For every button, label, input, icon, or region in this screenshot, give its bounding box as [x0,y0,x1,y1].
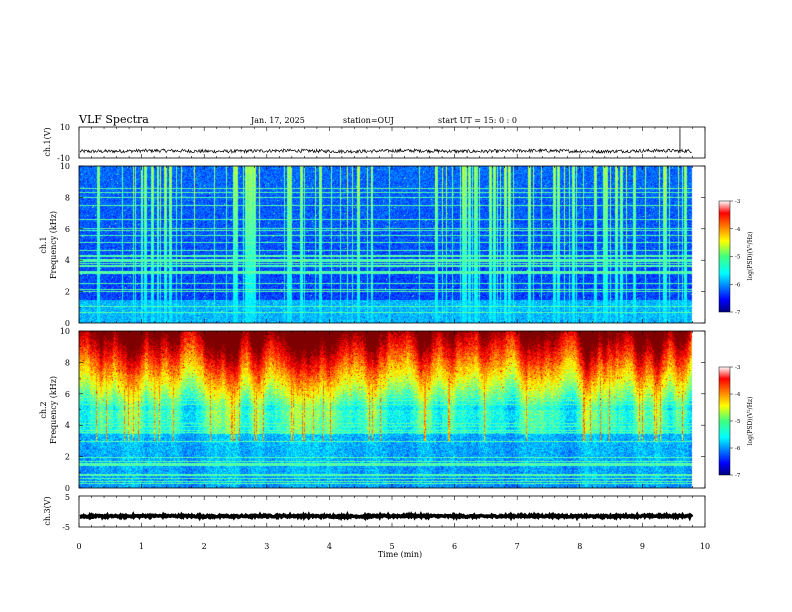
ch1-ytick-top: 10 [60,123,70,132]
ch1-colorbar: -3 -4 -5 -6 -7 log(PSD)(V²/Hz) [718,199,754,316]
time-tick-label: 0 [76,542,81,551]
frequency-tick-label: 0 [65,484,70,493]
time-tick-label: 6 [452,542,457,551]
ch1-spectrogram-xticks [78,166,706,323]
ch1-waveform-xticks [78,127,706,158]
frequency-tick-label: 4 [65,256,70,265]
colorbar-tick-label: -3 [735,199,741,205]
time-tick-label: 7 [515,542,520,551]
time-axis-label: Time (min) [378,550,422,559]
ch3-ytick-bottom: -5 [62,523,70,532]
time-tick-label: 2 [202,542,207,551]
ch2-spectrogram-yticks: 0 2 4 6 8 10 [60,327,705,493]
frequency-tick-label: 2 [65,288,70,297]
colorbar-tick-label: -3 [735,365,741,371]
frequency-tick-label: 0 [65,319,70,328]
ch3-ytick-top: 5 [65,493,70,502]
ch2-colorbar-label: log(PSD)(V²/Hz) [747,397,754,446]
ch2-spectrogram-image [79,331,705,488]
ch2-colorbar-scale [718,366,731,476]
ch1-spectrogram-image [79,166,705,323]
ch1-spectrogram-yticks: 0 2 4 6 8 10 [60,162,705,328]
ch1-waveform-trace [79,129,692,155]
ch1-colorbar-label: log(PSD)(V²/Hz) [747,232,754,281]
ch1-spectrogram-ylabel-channel: ch.1 [39,236,48,253]
colorbar-tick-label: -5 [735,255,741,261]
frequency-tick-label: 2 [65,453,70,462]
ch3-waveform-xticks [78,496,706,527]
colorbar-tick-label: -5 [735,419,741,425]
colorbar-tick-label: -7 [735,310,741,316]
time-tick-label: 8 [577,542,582,551]
ch1-waveform-ylabel: ch.1(V) [43,127,52,156]
frequency-tick-label: 10 [60,162,70,171]
ch2-spectrogram-ylabel-channel: ch.2 [39,401,48,418]
waveform-path [79,510,694,522]
frequency-tick-label: 8 [65,193,70,202]
time-tick-label: 5 [389,542,394,551]
ch2-colorbar: -3 -4 -5 -6 -7 log(PSD)(V²/Hz) [718,365,754,479]
header-station: station=OUJ [343,116,394,125]
ch1-ytick-bottom: -10 [57,154,70,163]
panel-ch2-spectrogram: 0 2 4 6 8 10 ch.2 Frequency (kHz) [39,327,706,493]
colorbar-tick-label: -6 [735,282,741,288]
colorbar-tick-label: -7 [735,473,741,479]
frequency-tick-label: 4 [65,421,70,430]
colorbar-tick-label: -4 [735,392,741,398]
ch1-colorbar-scale [718,200,731,313]
time-tick-label: 9 [640,542,645,551]
ch1-spectrogram-ylabel-frequency: Frequency (kHz) [49,211,58,279]
colorbar-tick-label: -6 [735,446,741,452]
time-tick-label: 10 [700,542,710,551]
time-tick-label: 4 [327,542,332,551]
ch3-waveform-trace [79,510,694,522]
time-axis-tick-labels: 0 1 2 3 4 5 6 7 8 9 10 [76,542,710,551]
frequency-tick-label: 6 [65,225,70,234]
time-tick-label: 1 [139,542,144,551]
panel-ch3-waveform: 5 -5 ch.3(V) [43,493,706,532]
ch2-spectrogram-ylabel-frequency: Frequency (kHz) [49,376,58,444]
ch3-waveform-ylabel: ch.3(V) [43,496,52,525]
time-tick-label: 3 [264,542,269,551]
colorbar-tick-label: -4 [735,227,741,233]
waveform-path [79,147,692,155]
panel-ch1-waveform: 10 -10 ch.1(V) [43,123,706,163]
frequency-tick-label: 8 [65,358,70,367]
header-date: Jan. 17, 2025 [250,116,305,125]
ch2-spectrogram-xticks [78,331,706,488]
ch2-colorbar-ticks: -3 -4 -5 -6 -7 [730,365,741,479]
frequency-tick-label: 6 [65,390,70,399]
ch1-colorbar-ticks: -3 -4 -5 -6 -7 [730,199,741,316]
header-start-ut: start UT = 15: 0 : 0 [438,116,517,125]
panel-ch1-spectrogram: 0 2 4 6 8 10 ch.1 Frequency (kHz) [39,162,706,328]
figure-title: VLF Spectra [78,113,149,126]
frequency-tick-label: 10 [60,327,70,336]
